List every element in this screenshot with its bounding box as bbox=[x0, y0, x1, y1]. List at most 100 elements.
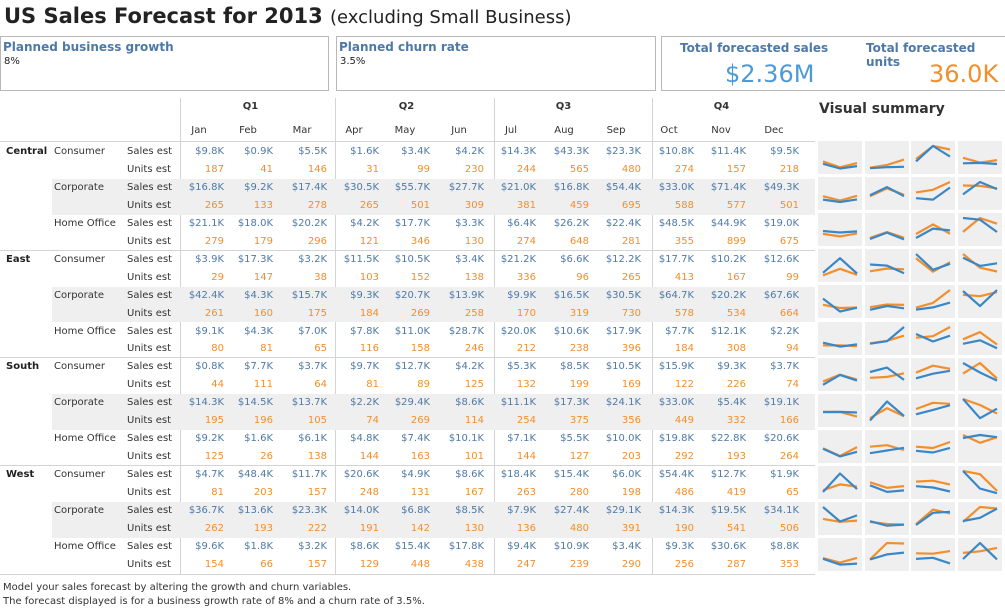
units-cell: 265 bbox=[204, 199, 224, 211]
sales-cell: $14.3K bbox=[188, 397, 224, 409]
region-label: East bbox=[6, 253, 31, 265]
sparkline-units-line bbox=[915, 401, 951, 410]
sparkline-cell bbox=[864, 141, 909, 174]
units-cell: 247 bbox=[516, 558, 536, 570]
quarter-header: Q1 bbox=[242, 101, 259, 112]
sales-cell: $20.2K bbox=[710, 289, 746, 301]
units-cell: 262 bbox=[204, 522, 224, 534]
kpi-panel: Total forecasted sales $2.36M Total fore… bbox=[661, 36, 1005, 91]
sparkline-sales-line bbox=[915, 253, 951, 272]
sales-cell: $8.6K bbox=[455, 397, 484, 409]
sparkline-sales-line bbox=[822, 198, 858, 204]
region-label: Central bbox=[6, 146, 48, 157]
sparkline-sales-line bbox=[869, 263, 904, 275]
units-cell: 99 bbox=[786, 271, 799, 283]
sales-cell: $1.8K bbox=[244, 540, 273, 552]
sales-cell: $8.5K bbox=[560, 361, 589, 373]
sales-cell: $30.6K bbox=[710, 540, 746, 552]
measure-label-units: Units est bbox=[127, 451, 172, 463]
sales-cell: $1.6K bbox=[244, 433, 273, 445]
sales-cell: $21.2K bbox=[500, 253, 536, 265]
units-cell: 413 bbox=[674, 271, 694, 283]
units-cell: 74 bbox=[786, 379, 799, 391]
units-cell: 254 bbox=[516, 415, 536, 427]
churn-parameter-control[interactable]: Planned churn rate 3.5% bbox=[336, 36, 656, 91]
units-cell: 125 bbox=[464, 379, 484, 391]
sales-cell: $30.5K bbox=[343, 181, 379, 193]
measure-label-units: Units est bbox=[127, 415, 172, 427]
sales-cell: $17.7K bbox=[658, 253, 694, 265]
units-cell: 438 bbox=[464, 558, 484, 570]
measure-label-sales: Sales est bbox=[127, 217, 173, 229]
sales-cell: $9.6K bbox=[195, 540, 224, 552]
units-cell: 158 bbox=[410, 343, 430, 355]
sales-cell: $9.4K bbox=[507, 540, 536, 552]
sales-cell: $24.1K bbox=[605, 397, 641, 409]
units-cell: 256 bbox=[674, 558, 694, 570]
units-cell: 578 bbox=[674, 307, 694, 319]
churn-parameter-value[interactable]: 3.5% bbox=[340, 56, 366, 67]
units-cell: 195 bbox=[204, 415, 224, 427]
month-header: Aug bbox=[554, 125, 574, 136]
sales-cell: $28.7K bbox=[448, 325, 484, 337]
sales-cell: $4.9K bbox=[401, 469, 430, 481]
units-cell: 353 bbox=[779, 558, 799, 570]
sales-cell: $4.7K bbox=[195, 469, 224, 481]
month-header: Dec bbox=[764, 125, 784, 136]
sales-cell: $12.6K bbox=[763, 253, 799, 265]
units-cell: 501 bbox=[779, 199, 799, 211]
sales-cell: $5.3K bbox=[507, 361, 536, 373]
sparkline-sales-line bbox=[915, 556, 951, 565]
segment-label: Home Office bbox=[54, 325, 116, 337]
month-header: Sep bbox=[606, 125, 626, 136]
sparkline-cell bbox=[957, 285, 1002, 319]
sparkline-sales-line bbox=[915, 186, 951, 201]
sparkline-sales-line bbox=[869, 446, 904, 455]
sales-cell: $10.8K bbox=[658, 146, 694, 157]
sales-cell: $7.0K bbox=[298, 325, 327, 337]
sales-cell: $11.1K bbox=[500, 397, 536, 409]
units-cell: 125 bbox=[204, 451, 224, 463]
sales-cell: $21.1K bbox=[188, 217, 224, 229]
sparkline-units-line bbox=[869, 303, 904, 309]
units-cell: 292 bbox=[674, 451, 694, 463]
sales-cell: $4.2K bbox=[350, 217, 379, 229]
sales-cell: $20.7K bbox=[394, 289, 430, 301]
sales-cell: $9.1K bbox=[195, 325, 224, 337]
sales-cell: $16.8K bbox=[188, 181, 224, 193]
sales-cell: $9.2K bbox=[244, 181, 273, 193]
sales-cell: $4.2K bbox=[455, 146, 484, 157]
sales-cell: $29.4K bbox=[394, 397, 430, 409]
sparkline-sales-line bbox=[962, 338, 997, 349]
measure-label-sales: Sales est bbox=[127, 505, 173, 516]
growth-parameter-value[interactable]: 8% bbox=[4, 56, 20, 67]
measure-label-units: Units est bbox=[127, 343, 172, 355]
sparkline-cell bbox=[957, 538, 1002, 572]
segment-label: Consumer bbox=[54, 361, 105, 373]
sparkline-sales-line bbox=[915, 369, 951, 379]
segment-label: Home Office bbox=[54, 433, 116, 445]
sales-cell: $10.9K bbox=[553, 540, 589, 552]
units-cell: 29 bbox=[211, 271, 224, 283]
sales-cell: $3.7K bbox=[770, 361, 799, 373]
sales-cell: $54.4K bbox=[605, 181, 641, 193]
sparkline-units-line bbox=[961, 505, 997, 523]
footer-note-1: Model your sales forecast by altering th… bbox=[3, 582, 352, 593]
units-cell: 154 bbox=[204, 558, 224, 570]
sales-cell: $17.7K bbox=[394, 217, 430, 229]
sparkline-sales-line bbox=[915, 510, 951, 526]
segment-label: Consumer bbox=[54, 253, 105, 265]
sparkline-cell bbox=[818, 465, 862, 499]
sales-cell: $11.7K bbox=[291, 469, 327, 481]
units-cell: 74 bbox=[366, 415, 379, 427]
sparkline-sales-line bbox=[869, 520, 904, 527]
units-cell: 356 bbox=[621, 415, 641, 427]
growth-parameter-control[interactable]: Planned business growth 8% bbox=[0, 36, 329, 91]
units-cell: 152 bbox=[410, 271, 430, 283]
units-cell: 381 bbox=[516, 199, 536, 211]
sales-cell: $17.8K bbox=[448, 540, 484, 552]
quarter-header: Q3 bbox=[555, 101, 572, 112]
region-divider bbox=[0, 249, 815, 251]
sales-cell: $12.2K bbox=[605, 253, 641, 265]
sparkline-cell bbox=[864, 249, 909, 283]
